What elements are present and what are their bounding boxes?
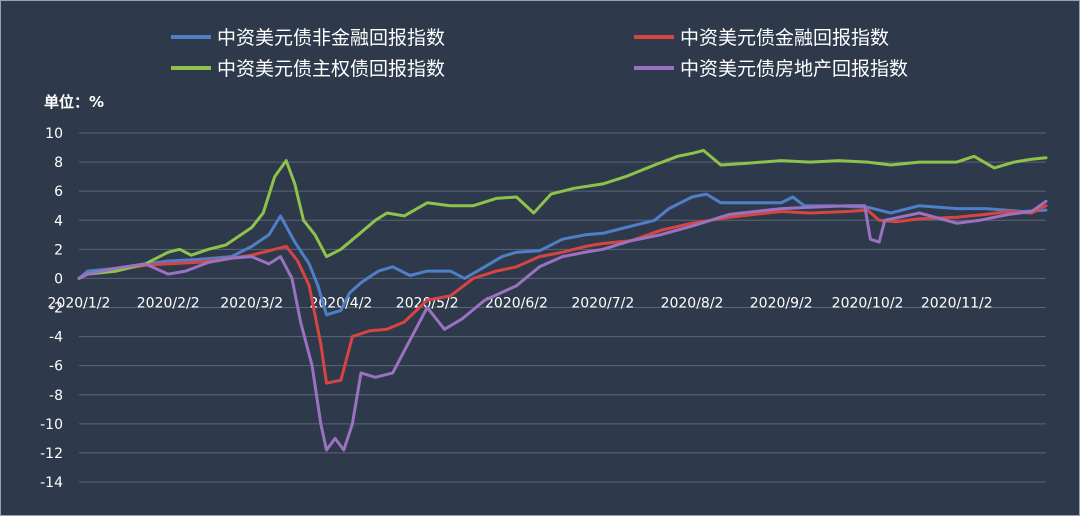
legend-label: 中资美元债金融回报指数 [680,27,889,49]
y-tick-label: -2 [49,301,63,317]
x-tick-label: 2020/10/2 [832,295,904,311]
series-line-2 [77,204,1048,385]
y-tick-label: -4 [49,330,63,346]
y-axis-label: 单位：% [44,93,104,111]
series-lines [77,148,1048,452]
x-tick-label: 2020/7/2 [571,295,634,311]
legend-label: 中资美元债非金融回报指数 [217,27,445,49]
x-tick-label: 2020/8/2 [661,295,724,311]
x-tick-label: 2020/5/2 [396,295,459,311]
y-tick-label: -6 [49,359,63,375]
grid-lines [79,132,1046,483]
y-tick-label: 10 [45,126,63,142]
x-tick-label: 2020/1/2 [48,295,111,311]
series-line-1 [77,192,1048,317]
y-tick-label: 2 [54,242,63,258]
y-tick-label: 6 [54,184,63,200]
x-tick-label: 2020/2/2 [137,295,200,311]
series-line-3 [77,148,1048,280]
y-tick-label: 4 [54,213,63,229]
x-tick-label: 2020/6/2 [485,295,548,311]
y-tick-label: 0 [54,271,63,287]
series-line-4 [77,199,1048,452]
legend-label: 中资美元债主权债回报指数 [217,58,445,80]
y-tick-label: -12 [40,446,63,462]
y-tick-label: -14 [40,475,63,491]
x-tick-label: 2020/3/2 [220,295,283,311]
legend-label: 中资美元债房地产回报指数 [680,58,908,80]
x-axis-tick-labels: 2020/1/2 2020/2/2 2020/3/2 2020/4/2 2020/5/2… [48,295,993,311]
y-tick-label: 8 [54,155,63,171]
y-axis-tick-labels: 10 8 6 4 2 0 -2 -4 -6 -8 -10 -12 -14 [40,126,63,491]
y-tick-label: -8 [49,388,63,404]
x-tick-label: 2020/11/2 [921,295,993,311]
x-tick-label: 2020/9/2 [750,295,813,311]
y-tick-label: -10 [40,417,63,433]
